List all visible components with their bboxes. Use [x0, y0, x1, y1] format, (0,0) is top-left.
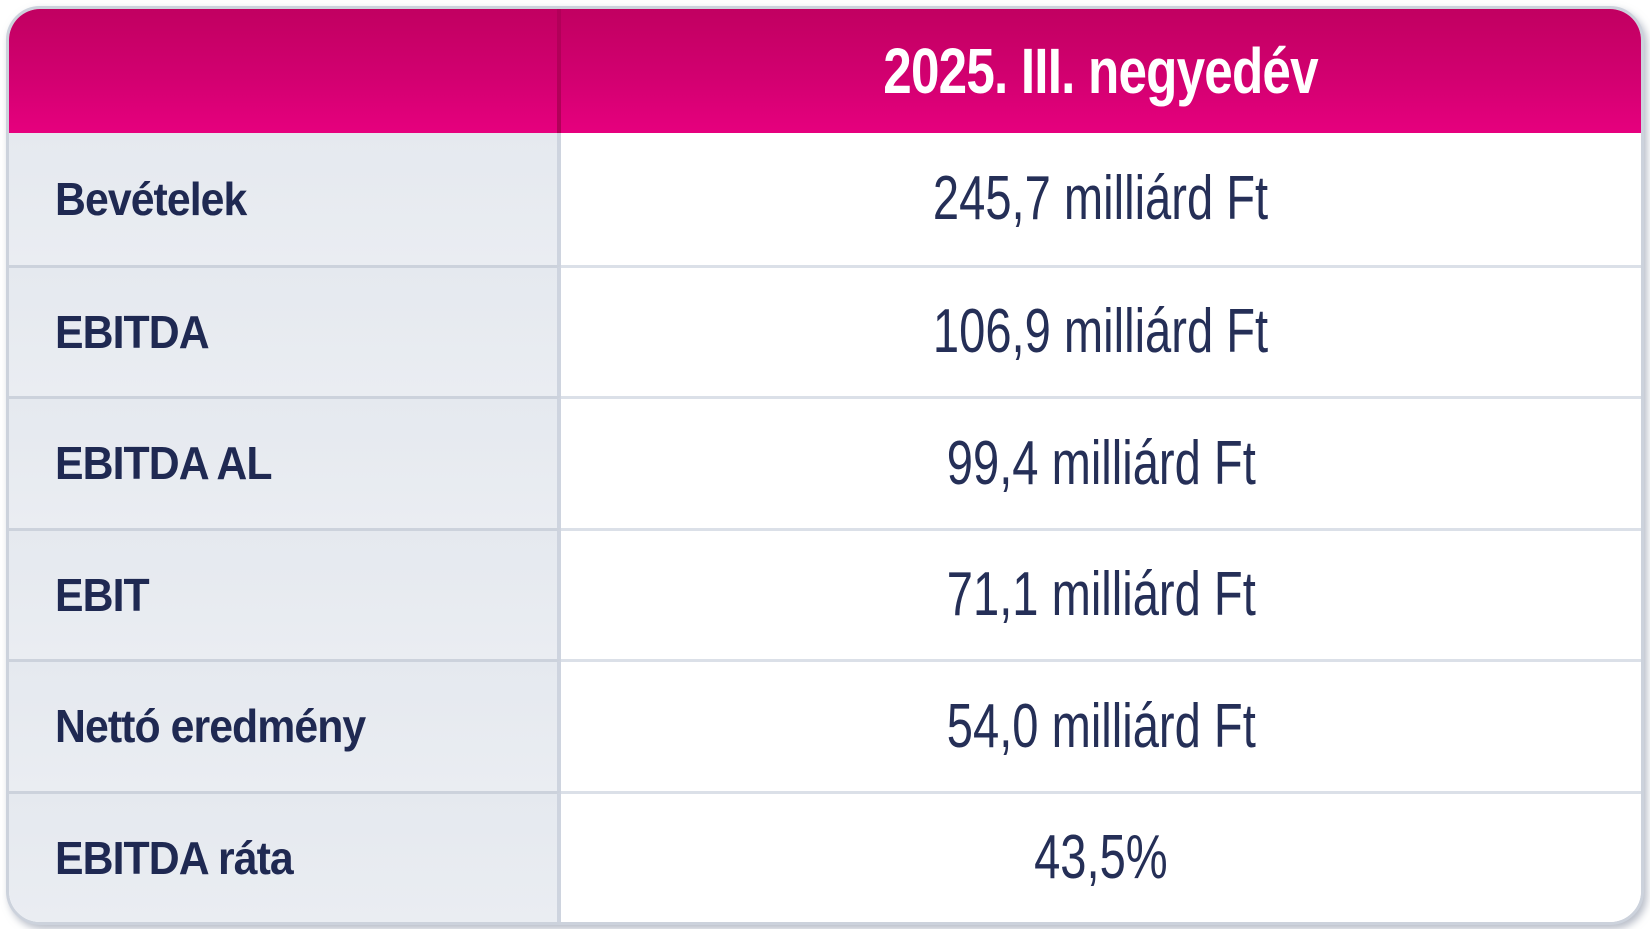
table-row-value-bevetelek: 245,7 milliárd Ft: [561, 133, 1641, 265]
financial-metrics-table: 2025. III. negyedév Bevételek 245,7 mill…: [6, 6, 1644, 925]
row-value: 245,7 milliárd Ft: [933, 164, 1269, 234]
table-row-value-ebitda: 106,9 milliárd Ft: [561, 264, 1641, 396]
row-value: 99,4 milliárd Ft: [946, 428, 1256, 498]
row-value: 71,1 milliárd Ft: [946, 560, 1256, 630]
row-value: 106,9 milliárd Ft: [933, 297, 1269, 367]
table-row-label-netto-eredmeny: Nettó eredmény: [9, 659, 561, 791]
period-title: 2025. III. negyedév: [883, 35, 1319, 107]
row-label: Nettó eredmény: [55, 700, 366, 753]
table-row-label-ebit: EBIT: [9, 527, 561, 659]
table-row-label-ebitda-al: EBITDA AL: [9, 396, 561, 528]
table-row-value-ebitda-rata: 43,5%: [561, 790, 1641, 922]
table-row-value-ebit: 71,1 milliárd Ft: [561, 527, 1641, 659]
table-row-label-bevetelek: Bevételek: [9, 133, 561, 265]
table-row-label-ebitda-rata: EBITDA ráta: [9, 790, 561, 922]
table-row-value-ebitda-al: 99,4 milliárd Ft: [561, 396, 1641, 528]
row-label: EBITDA ráta: [55, 831, 294, 884]
table-row-value-netto-eredmeny: 54,0 milliárd Ft: [561, 659, 1641, 791]
table-header-spacer: [9, 9, 561, 133]
table-row-label-ebitda: EBITDA: [9, 264, 561, 396]
table-header-period: 2025. III. negyedév: [561, 9, 1641, 133]
row-label: EBITDA: [55, 305, 210, 358]
row-label: EBIT: [55, 568, 150, 621]
row-label: EBITDA AL: [55, 437, 273, 490]
row-value: 54,0 milliárd Ft: [946, 691, 1256, 761]
row-value: 43,5%: [1034, 823, 1168, 893]
row-label: Bevételek: [55, 172, 247, 225]
